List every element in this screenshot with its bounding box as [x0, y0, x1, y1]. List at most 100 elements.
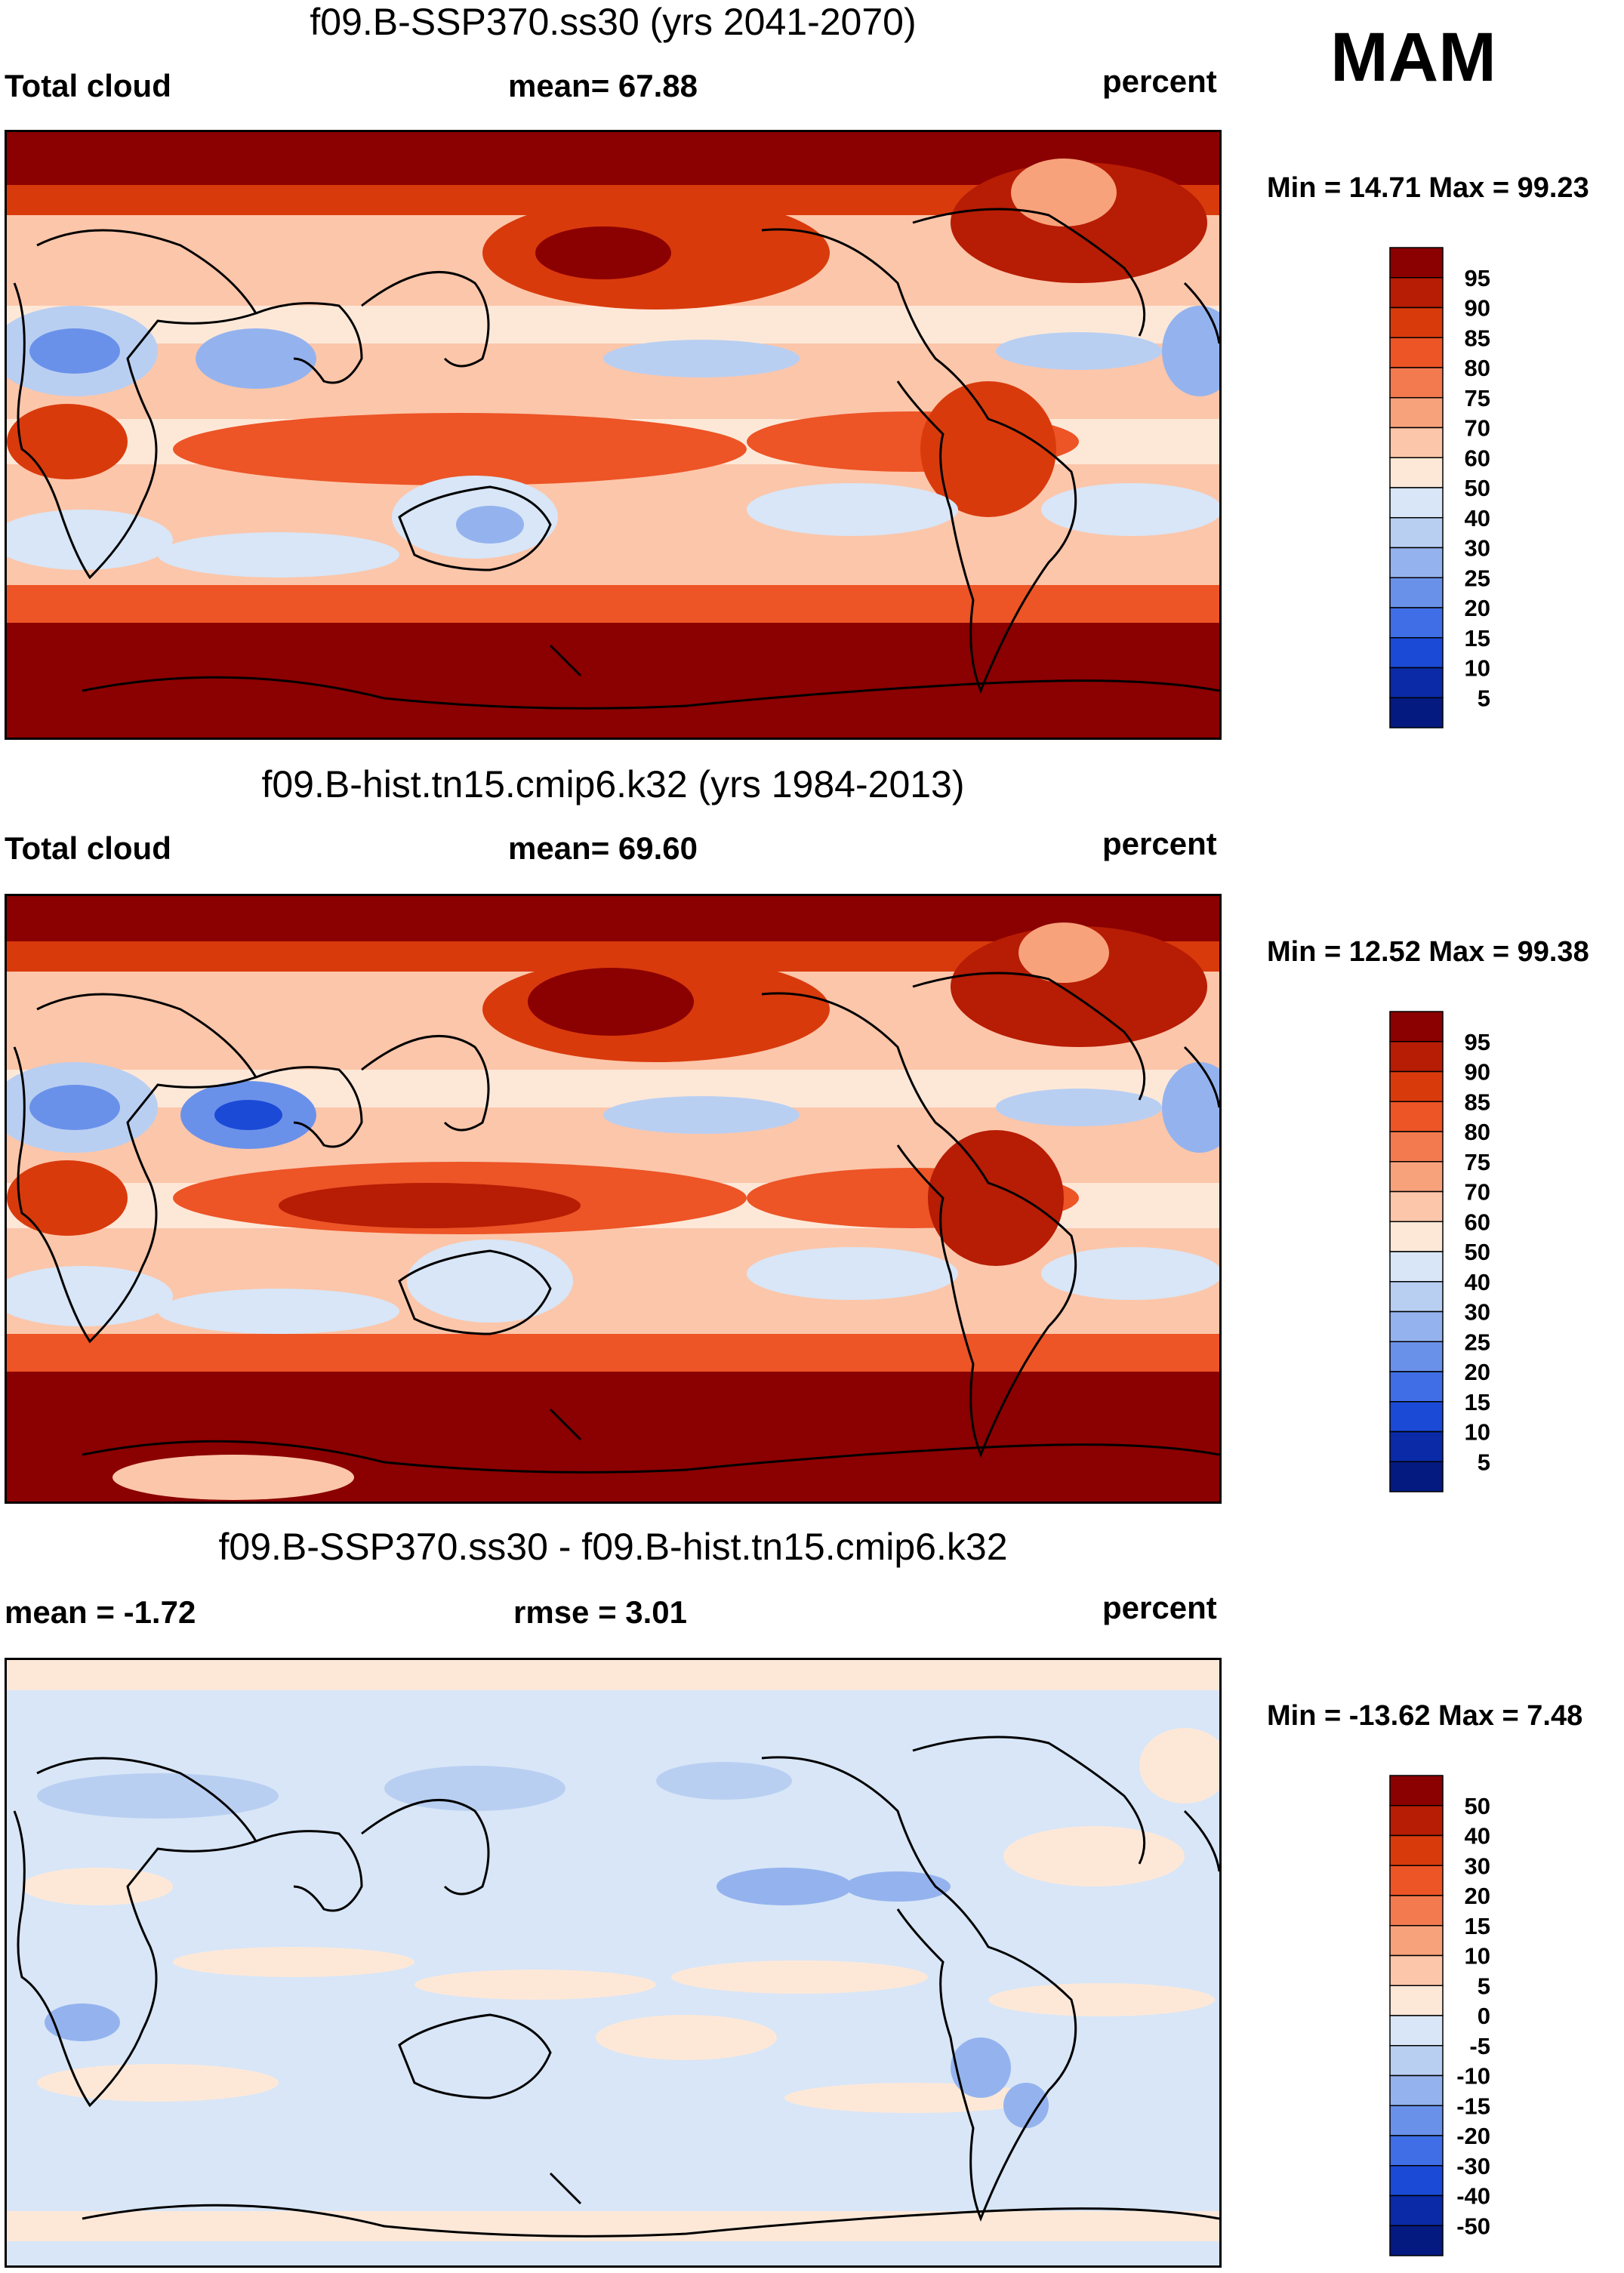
panel-2-colorbar: 95 90 85 80 75 70 60 50 40 30 25 20 15 10 5 [1389, 1010, 1495, 1493]
colorbar-swatch [1389, 487, 1444, 519]
panel-3-minmax: Min = -13.62 Max = 7.48 [1267, 1700, 1583, 1732]
colorbar-swatch [1389, 547, 1444, 578]
colorbar-tick-label: 75 [1465, 385, 1490, 411]
colorbar-tick-label: 30 [1465, 535, 1490, 562]
colorbar-tick-label: 90 [1465, 1059, 1490, 1086]
colorbar-swatch [1389, 1461, 1444, 1492]
colorbar-swatch [1389, 2074, 1444, 2106]
colorbar-swatch [1389, 2045, 1444, 2077]
colorbar-swatch [1389, 1221, 1444, 1252]
colorbar-swatch [1389, 1190, 1444, 1222]
panel-1-minmax: Min = 14.71 Max = 99.23 [1267, 172, 1589, 204]
colorbar-tick-label: -50 [1456, 2213, 1490, 2239]
colorbar-swatch [1389, 1985, 1444, 2016]
colorbar-swatch [1389, 637, 1444, 669]
colorbar-tick-label: 50 [1465, 475, 1490, 501]
panel-3-mean-label: mean = -1.72 [5, 1594, 196, 1630]
colorbar-tick-label: 10 [1465, 655, 1490, 682]
panel-2-title: f09.B-hist.tn15.cmip6.k32 (yrs 1984-2013… [261, 763, 965, 805]
colorbar-tick-label: 20 [1465, 595, 1490, 621]
colorbar-swatch [1389, 1011, 1444, 1043]
colorbar-tick-label: 30 [1465, 1299, 1490, 1326]
colorbar-swatch [1389, 1954, 1444, 1986]
colorbar-tick-label: 50 [1465, 1239, 1490, 1265]
colorbar-tick-label: 5 [1478, 1449, 1490, 1475]
colorbar-tick-label: 75 [1465, 1149, 1490, 1175]
colorbar-swatch [1389, 2194, 1444, 2226]
colorbar-tick-label: 0 [1478, 2003, 1490, 2029]
panel-1-units-label: percent [1102, 63, 1217, 99]
colorbar-tick-label: 5 [1478, 685, 1490, 711]
colorbar-tick-label: -30 [1456, 2153, 1490, 2179]
colorbar-swatch [1389, 397, 1444, 429]
colorbar-tick-label: 60 [1465, 1209, 1490, 1235]
colorbar-swatch [1389, 2135, 1444, 2167]
colorbar-swatch [1389, 306, 1444, 338]
colorbar-tick-label: 20 [1465, 1883, 1490, 1909]
panel-1-map [5, 130, 1222, 740]
colorbar-tick-label: 15 [1465, 1389, 1490, 1415]
colorbar-swatch [1389, 457, 1444, 488]
colorbar-swatch [1389, 517, 1444, 549]
colorbar-tick-label: 25 [1465, 1329, 1490, 1355]
colorbar-swatch [1389, 1341, 1444, 1372]
colorbar-tick-label: 10 [1465, 1419, 1490, 1446]
colorbar-tick-label: 90 [1465, 295, 1490, 322]
colorbar-tick-label: 70 [1465, 415, 1490, 442]
colorbar-tick-label: -5 [1469, 2033, 1490, 2059]
colorbar-tick-label: 95 [1465, 265, 1490, 291]
colorbar-swatch [1389, 427, 1444, 458]
colorbar-swatch [1389, 1041, 1444, 1073]
colorbar-swatch [1389, 1895, 1444, 1927]
colorbar-swatch [1389, 1161, 1444, 1193]
colorbar-swatch [1389, 2225, 1444, 2256]
colorbar-tick-label: 15 [1465, 625, 1490, 651]
panel-1-colorbar-svg: 95 90 85 80 75 70 60 50 40 30 25 20 15 10 5 [1389, 247, 1490, 728]
colorbar-swatch [1389, 1101, 1444, 1132]
colorbar-swatch [1389, 1925, 1444, 1957]
colorbar-tick-label: 60 [1465, 445, 1490, 471]
colorbar-swatch [1389, 367, 1444, 399]
colorbar-tick-label: 25 [1465, 565, 1490, 591]
colorbar-tick-label: 40 [1465, 1269, 1490, 1295]
colorbar-tick-label: 95 [1465, 1029, 1490, 1055]
panel-1-title: f09.B-SSP370.ss30 (yrs 2041-2070) [310, 1, 917, 43]
colorbar-swatch [1389, 1311, 1444, 1342]
colorbar-swatch [1389, 1371, 1444, 1403]
colorbar-swatch [1389, 1805, 1444, 1837]
colorbar-swatch [1389, 607, 1444, 639]
panel-1-map-svg [7, 132, 1219, 738]
colorbar-tick-label: 5 [1478, 1973, 1490, 1999]
colorbar-swatch [1389, 1431, 1444, 1462]
colorbar-tick-label: 85 [1465, 325, 1490, 351]
panel-2-variable-label: Total cloud [5, 830, 171, 866]
colorbar-tick-label: 40 [1465, 1823, 1490, 1850]
panel-1-mean-label: mean= 67.88 [508, 68, 698, 103]
colorbar-tick-label: 85 [1465, 1089, 1490, 1115]
colorbar-tick-label: -10 [1456, 2063, 1490, 2090]
colorbar-tick-label: 70 [1465, 1179, 1490, 1206]
colorbar-tick-label: 15 [1465, 1913, 1490, 1939]
colorbar-swatch [1389, 1775, 1444, 1806]
colorbar-tick-label: 10 [1465, 1943, 1490, 1970]
colorbar-swatch [1389, 1401, 1444, 1433]
colorbar-swatch [1389, 1131, 1444, 1163]
colorbar-tick-label: 80 [1465, 1119, 1490, 1145]
panel-2-mean-label: mean= 69.60 [508, 830, 698, 866]
colorbar-swatch [1389, 2165, 1444, 2197]
colorbar-swatch [1389, 2015, 1444, 2047]
colorbar-swatch [1389, 1834, 1444, 1866]
colorbar-tick-label: -15 [1456, 2093, 1490, 2119]
colorbar-swatch [1389, 1251, 1444, 1283]
panel-2-map [5, 894, 1222, 1504]
colorbar-swatch [1389, 1281, 1444, 1313]
colorbar-swatch [1389, 1070, 1444, 1102]
colorbar-swatch [1389, 2105, 1444, 2136]
colorbar-swatch [1389, 337, 1444, 368]
panel-3-rmse-label: rmse = 3.01 [513, 1594, 688, 1630]
colorbar-swatch [1389, 1865, 1444, 1896]
colorbar-swatch [1389, 577, 1444, 608]
colorbar-tick-label: 40 [1465, 505, 1490, 531]
panel-2-colorbar-svg: 95 90 85 80 75 70 60 50 40 30 25 20 15 10 5 [1389, 1011, 1490, 1492]
